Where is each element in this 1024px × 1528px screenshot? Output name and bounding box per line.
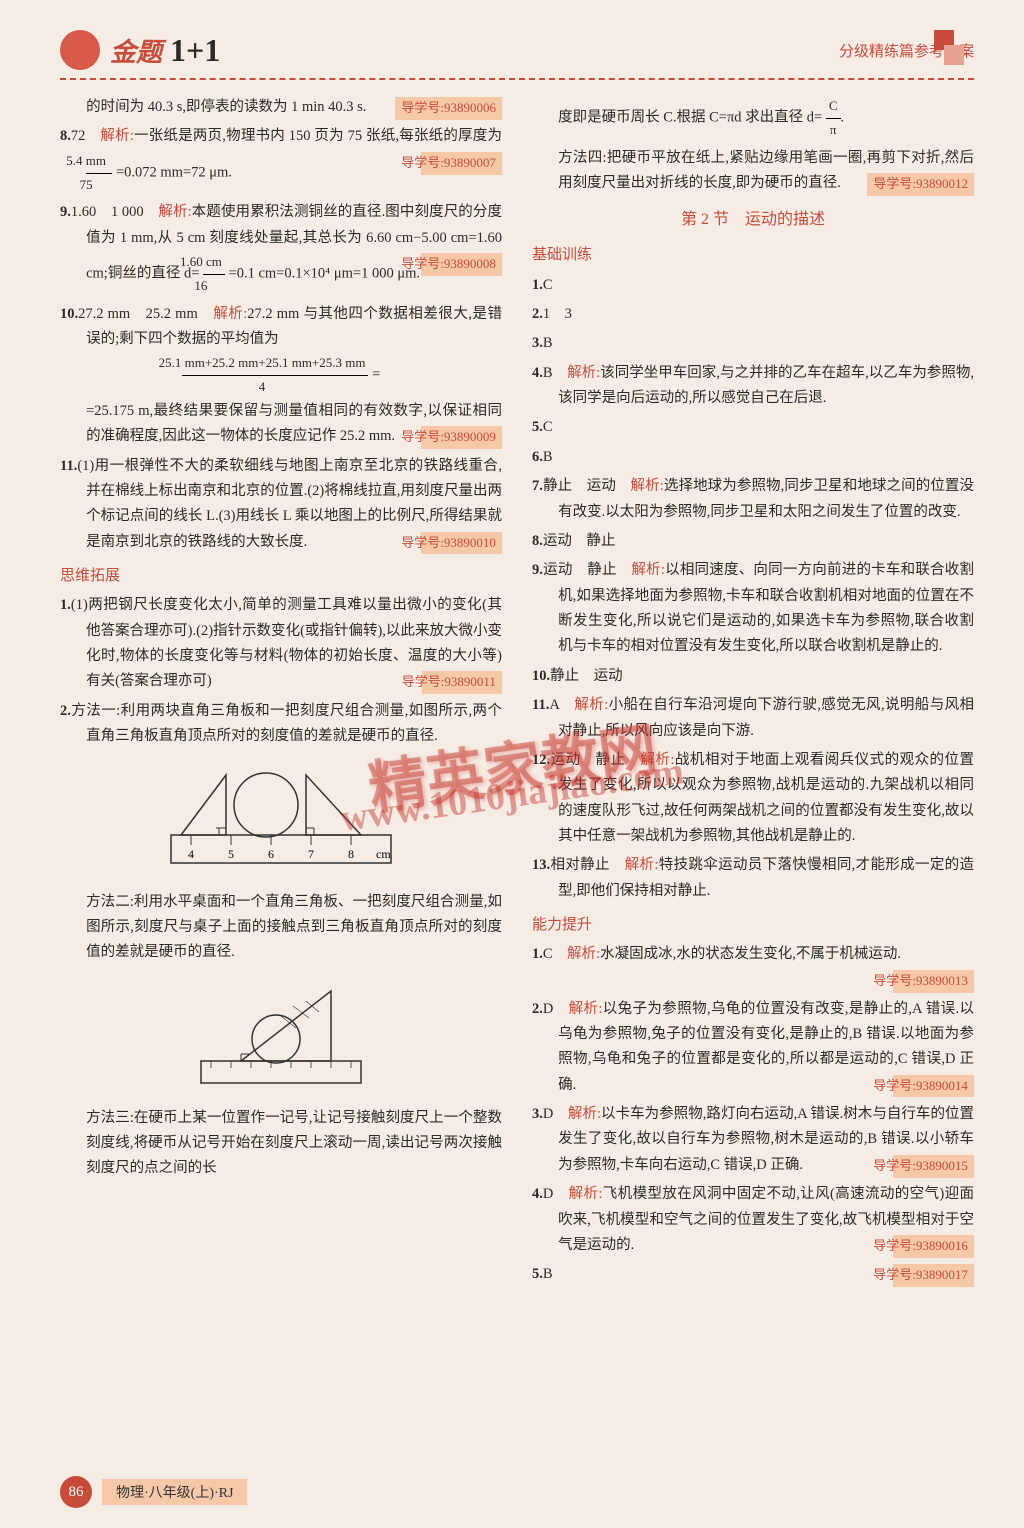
answer-item: 10.27.2 mm 25.2 mm 解析:27.2 mm 与其他四个数据相差很…: [60, 302, 502, 450]
method-text: 方法二:利用水平桌面和一个直角三角板、一把刻度尺组合测量,如图所示,刻度尺与桌子…: [60, 890, 502, 966]
answer-item: 3.D 解析:以卡车为参照物,路灯向右运动,A 错误.树木与自行车的位置发生了变…: [532, 1102, 974, 1178]
item-answer: 27.2 mm 25.2 mm: [78, 306, 198, 322]
item-answer: 72: [71, 128, 86, 144]
guide-tag: 导学号:93890009: [421, 426, 502, 449]
answer-item: 11.(1)用一根弹性不大的柔软细线与地图上南京至北京的铁路线重合,并在棉线上标…: [60, 454, 502, 556]
item-text: 度即是硬币周长 C.根据 C=πd 求出直径 d=: [558, 110, 822, 126]
content-columns: 的时间为 40.3 s,即停表的读数为 1 min 40.3 s. 导学号:93…: [60, 95, 974, 1292]
answer-item: 2.方法一:利用两块直角三角板和一把刻度尺组合测量,如图所示,两个直角三角板直角…: [60, 699, 502, 750]
logo-number: 1+1: [170, 32, 220, 69]
svg-text:6: 6: [268, 847, 274, 861]
section-title: 第 2 节 运动的描述: [532, 206, 974, 234]
svg-text:7: 7: [308, 847, 314, 861]
analysis-label: 解析:: [158, 204, 191, 220]
ability-heading: 能力提升: [532, 912, 974, 938]
answer-item: 1.C: [532, 273, 974, 298]
answer-item: 11.A 解析:小船在自行车沿河堤向下游行驶,感觉无风,说明船与风相对静止,所以…: [532, 693, 974, 744]
guide-tag: 导学号:93890010: [421, 532, 502, 555]
right-column: 度即是硬币周长 C.根据 C=πd 求出直径 d= Cπ. 方法四:把硬币平放在…: [532, 95, 974, 1292]
ruler-diagram-1: 4 5 6 7 8 cm: [60, 760, 502, 880]
svg-text:8: 8: [348, 847, 354, 861]
logo-text: 金题: [110, 32, 162, 69]
answer-item: 4.B 解析:该同学坐甲车回家,与之并排的乙车在超车,以乙车为参照物,该同学是向…: [532, 361, 974, 412]
answer-item: 5.B导学号:93890017: [532, 1262, 974, 1287]
item-num: 11.: [60, 458, 77, 474]
guide-tag: 导学号:93890011: [422, 671, 502, 694]
logo-avatar: [60, 30, 100, 70]
answer-item: 9.运动 静止 解析:以相同速度、向同一方向前进的卡车和联合收割机,如果选择地面…: [532, 558, 974, 660]
item-num: 2.: [60, 703, 71, 719]
analysis-label: 解析:: [213, 306, 247, 322]
corner-decoration: [934, 30, 974, 70]
item-text: 的时间为 40.3 s,即停表的读数为 1 min 40.3 s.: [86, 99, 366, 115]
item-text: 方法一:利用两块直角三角板和一把刻度尺组合测量,如图所示,两个直角三角板直角顶点…: [71, 703, 502, 744]
basic-training-heading: 基础训练: [532, 242, 974, 268]
answer-item: 10.静止 运动: [532, 664, 974, 689]
answer-item: 3.B: [532, 331, 974, 356]
answer-item: 6.B: [532, 445, 974, 470]
item-answer: 1.60 1 000: [71, 204, 144, 220]
guide-tag: 导学号:93890012: [867, 173, 974, 196]
answer-item: 2.D 解析:以兔子为参照物,乌龟的位置没有改变,是静止的,A 错误.以乌龟为参…: [532, 997, 974, 1099]
ruler-diagram-2: [60, 976, 502, 1096]
answer-item: 8.72 解析:一张纸是两页,物理书内 150 页为 75 张纸,每张纸的厚度为…: [60, 124, 502, 196]
answer-item: 12.运动 静止 解析:战机相对于地面上观看阅兵仪式的观众的位置发生了变化,所以…: [532, 748, 974, 850]
answer-item: 5.C: [532, 415, 974, 440]
guide-tag: 导学号:93890006: [395, 97, 502, 120]
guide-tag: 导学号:93890008: [421, 253, 502, 276]
page-number: 86: [60, 1476, 92, 1508]
answer-item: 度即是硬币周长 C.根据 C=πd 求出直径 d= Cπ.: [532, 95, 974, 142]
item-num: 10.: [60, 306, 78, 322]
section-heading: 思维拓展: [60, 563, 502, 589]
answer-item: 2.1 3: [532, 302, 974, 327]
answer-item: 4.D 解析:飞机模型放在风洞中固定不动,让风(高速流动的空气)迎面吹来,飞机模…: [532, 1182, 974, 1258]
svg-text:5: 5: [228, 847, 234, 861]
item-num: 9.: [60, 204, 71, 220]
answer-item: 1.(1)两把钢尺长度变化太小,简单的测量工具难以量出微小的变化(其他答案合理亦…: [60, 593, 502, 695]
method-text: 方法三:在硬币上某一位置作一记号,让记号接触刻度尺上一个整数刻度线,将硬币从记号…: [60, 1106, 502, 1182]
svg-text:4: 4: [188, 847, 194, 861]
answer-item: 的时间为 40.3 s,即停表的读数为 1 min 40.3 s. 导学号:93…: [60, 95, 502, 120]
item-text: =0.072 mm=72 μm.: [116, 164, 232, 180]
analysis-label: 解析:: [100, 128, 133, 144]
textbook-page: 金题 1+1 分级精练篇参考答案 的时间为 40.3 s,即停表的读数为 1 m…: [0, 0, 1024, 1528]
page-header: 金题 1+1 分级精练篇参考答案: [60, 30, 974, 80]
svg-text:cm: cm: [376, 847, 391, 861]
item-text: =0.1 cm=0.1×10⁴ μm=1 000 μm.: [229, 266, 420, 282]
item-text: 一张纸是两页,物理书内 150 页为 75 张纸,每张纸的厚度为: [134, 128, 502, 144]
answer-item: 7.静止 运动 解析:选择地球为参照物,同步卫星和地球之间的位置没有改变.以太阳…: [532, 474, 974, 525]
left-column: 的时间为 40.3 s,即停表的读数为 1 min 40.3 s. 导学号:93…: [60, 95, 502, 1292]
answer-item: 13.相对静止 解析:特技跳伞运动员下落快慢相同,才能形成一定的造型,即他们保持…: [532, 853, 974, 904]
answer-item: 1.C 解析:水凝固成冰,水的状态发生变化,不属于机械运动.导学号:938900…: [532, 942, 974, 992]
method-text: 方法四:把硬币平放在纸上,紧贴边缘用笔画一圈,再剪下对折,然后用刻度尺量出对折线…: [532, 146, 974, 197]
item-num: 1.: [60, 597, 71, 613]
answer-item: 8.运动 静止: [532, 529, 974, 554]
item-num: 8.: [60, 128, 71, 144]
footer-text: 物理·八年级(上)·RJ: [102, 1479, 247, 1505]
answer-item: 9.1.60 1 000 解析:本题使用累积法测铜丝的直径.图中刻度尺的分度值为…: [60, 200, 502, 297]
page-footer: 86 物理·八年级(上)·RJ: [60, 1476, 247, 1508]
guide-tag: 导学号:93890007: [421, 152, 502, 175]
